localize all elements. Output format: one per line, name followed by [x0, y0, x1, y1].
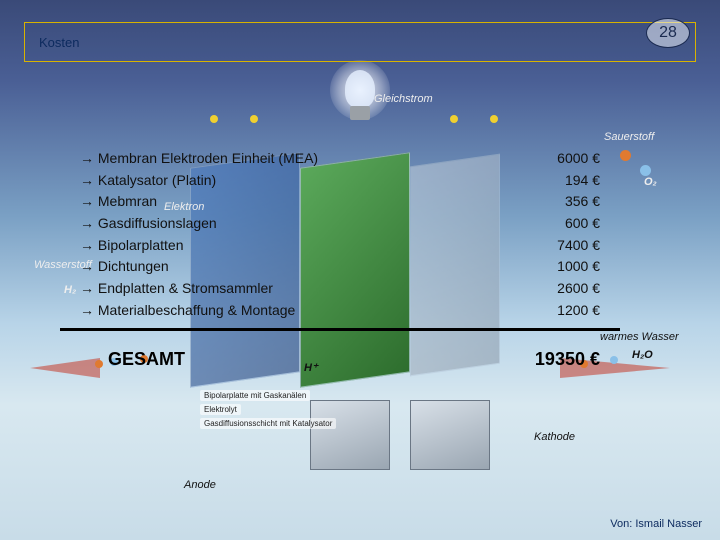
- cost-row: Gasdiffusionslagen 600 €: [80, 213, 600, 235]
- stack-block-left: [310, 400, 390, 470]
- cost-value: 7400 €: [520, 235, 600, 257]
- footer-author: Von: Ismail Nasser: [610, 518, 702, 530]
- cost-value: 6000 €: [520, 148, 600, 170]
- cost-label: Bipolarplatten: [80, 235, 184, 257]
- bg-label-gleichstrom: Gleichstrom: [370, 92, 437, 106]
- bg-label-h2: H₂: [60, 283, 80, 297]
- bg-label-gasdiff: Gasdiffusionsschicht mit Katalysator: [200, 418, 336, 429]
- cost-row: Materialbeschaffung & Montage 1200 €: [80, 300, 600, 322]
- bg-label-o2: O₂: [640, 175, 661, 189]
- cost-total-row: GESAMT 19350 €: [80, 349, 600, 370]
- particle: [210, 115, 218, 123]
- bg-label-elektrolyt: Elektrolyt: [200, 404, 241, 415]
- cost-divider: [60, 328, 620, 331]
- bg-label-bipolar: Bipolarplatte mit Gaskanälen: [200, 390, 310, 401]
- cost-label: Materialbeschaffung & Montage: [80, 300, 295, 322]
- cost-table: Membran Elektroden Einheit (MEA) 6000 € K…: [80, 148, 600, 370]
- header-title: Kosten: [39, 35, 79, 50]
- particle: [620, 150, 631, 161]
- particle: [450, 115, 458, 123]
- cost-row: Membran Elektroden Einheit (MEA) 6000 €: [80, 148, 600, 170]
- bg-label-h2o: H₂O: [628, 348, 657, 362]
- cost-value: 2600 €: [520, 278, 600, 300]
- cost-label: Membran Elektroden Einheit (MEA): [80, 148, 318, 170]
- particle: [610, 356, 618, 364]
- header-box: Kosten: [24, 22, 696, 62]
- cost-row: Bipolarplatten 7400 €: [80, 235, 600, 257]
- cost-value: 600 €: [520, 213, 600, 235]
- cost-value: 1000 €: [520, 256, 600, 278]
- cost-total-value: 19350 €: [535, 349, 600, 370]
- bg-label-sauerstoff: Sauerstoff: [600, 130, 658, 144]
- cost-label: Mebmran: [80, 191, 157, 213]
- cost-value: 1200 €: [520, 300, 600, 322]
- bg-label-anode: Anode: [180, 478, 220, 492]
- particle: [490, 115, 498, 123]
- cost-value: 194 €: [520, 170, 600, 192]
- cost-label: Katalysator (Platin): [80, 170, 216, 192]
- cost-row: Dichtungen 1000 €: [80, 256, 600, 278]
- slide: Gleichstrom Sauerstoff O₂ Wasserstoff H₂…: [0, 0, 720, 540]
- cost-row: Katalysator (Platin) 194 €: [80, 170, 600, 192]
- stack-block-right: [410, 400, 490, 470]
- page-number-badge: 28: [646, 18, 690, 48]
- cost-label: Gasdiffusionslagen: [80, 213, 217, 235]
- cost-label: Endplatten & Stromsammler: [80, 278, 273, 300]
- cost-label: Dichtungen: [80, 256, 169, 278]
- particle: [250, 115, 258, 123]
- cost-row: Mebmran 356 €: [80, 191, 600, 213]
- bg-label-kathode: Kathode: [530, 430, 579, 444]
- bg-label-warm: warmes Wasser: [596, 330, 683, 344]
- cost-total-label: GESAMT: [108, 349, 185, 370]
- cost-value: 356 €: [520, 191, 600, 213]
- cost-row: Endplatten & Stromsammler 2600 €: [80, 278, 600, 300]
- page-number: 28: [659, 24, 677, 42]
